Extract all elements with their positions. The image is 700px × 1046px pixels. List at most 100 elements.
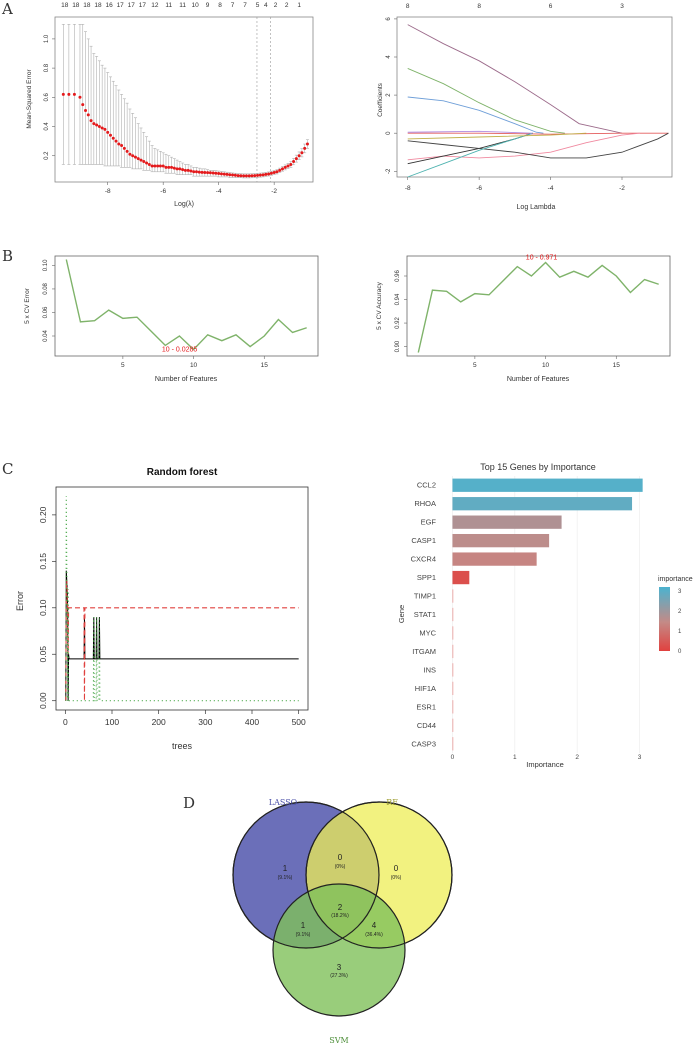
lasso-cv-ytick-label: 0.6 bbox=[44, 92, 50, 101]
lasso-cv-xtick-label: -8 bbox=[105, 188, 111, 195]
lasso-cv-point bbox=[280, 167, 284, 171]
lasso-coef-xtick-label: -6 bbox=[476, 185, 482, 192]
panel-label-a: A bbox=[1, 0, 13, 18]
rf-importance-bar bbox=[452, 607, 454, 622]
rf-importance-xtick-label: 1 bbox=[513, 754, 517, 761]
lasso-cv-point bbox=[92, 122, 96, 126]
lasso-cv-point bbox=[256, 173, 260, 177]
rf-error-series bbox=[65, 496, 299, 702]
rf-importance-gene-label: CCL2 bbox=[417, 481, 436, 490]
lasso-cv-point bbox=[189, 169, 193, 173]
lasso-cv-point bbox=[156, 164, 160, 168]
lasso-cv-point bbox=[292, 160, 296, 164]
lasso-cv-point bbox=[206, 171, 210, 175]
svm-error-ytick-label: 0.08 bbox=[43, 282, 49, 294]
lasso-cv-point bbox=[250, 174, 254, 178]
rf-error-ylabel: Error bbox=[15, 591, 25, 611]
svm-error-annotation: 10 - 0.0285 bbox=[162, 347, 198, 354]
svm-accuracy-line bbox=[417, 261, 659, 353]
lasso-coef-path bbox=[407, 130, 533, 134]
rf-error-series bbox=[65, 570, 299, 701]
lasso-cv-point bbox=[133, 155, 137, 159]
lasso-cv-top-label: 5 bbox=[256, 2, 260, 9]
lasso-cv-point bbox=[228, 173, 232, 177]
lasso-coef-path bbox=[407, 132, 640, 161]
lasso-cv-ylabel: Mean-Squared Error bbox=[26, 69, 33, 129]
venn-lasso-only-pct: (9.1%) bbox=[278, 875, 293, 881]
rf-importance-bar bbox=[452, 515, 562, 529]
svm-error-line bbox=[65, 259, 307, 351]
lasso-coef-plot: -8 -6 -4 -2 -2 0 2 4 6 8 8 6 3 Log Lambda Coeffici… bbox=[377, 3, 673, 211]
lasso-coef-xtick-label: -8 bbox=[405, 185, 411, 192]
lasso-cv-top-label: 18 bbox=[94, 2, 102, 9]
rf-importance-bar bbox=[452, 533, 550, 548]
lasso-cv-point bbox=[233, 173, 237, 177]
rf-importance-plot: Top 15 Genes by Importance CCL2 RHOA EGF CA… bbox=[397, 462, 693, 769]
rf-error-ytick-label: 0.10 bbox=[38, 599, 48, 616]
importance-legend-tick: 2 bbox=[678, 609, 682, 615]
rf-importance-gene-label: SPP1 bbox=[417, 573, 436, 582]
rf-importance-gene-label: INS bbox=[423, 665, 436, 674]
lasso-cv-top-label: 7 bbox=[243, 2, 247, 9]
lasso-coef-path bbox=[407, 24, 623, 134]
rf-importance-bar bbox=[452, 718, 454, 732]
svm-accuracy-annotation: 10 - 0.971 bbox=[526, 254, 558, 261]
rf-importance-gene-label: RHOA bbox=[414, 499, 436, 508]
lasso-cv-top-label: 17 bbox=[128, 2, 136, 9]
lasso-cv-point bbox=[128, 152, 132, 156]
rf-error-plot: Random forest 0 100 200 300 400 500 0.00 0.05 0… bbox=[15, 467, 309, 751]
lasso-coef-top-label: 8 bbox=[477, 3, 481, 10]
lasso-cv-ytick-label: 0.8 bbox=[44, 63, 50, 72]
lasso-cv-top-label: 11 bbox=[165, 2, 172, 9]
venn-lasso-svm-count: 1 bbox=[301, 921, 306, 930]
lasso-cv-point bbox=[153, 164, 157, 168]
svm-error-xtick-label: 15 bbox=[261, 362, 269, 369]
svm-accuracy-plot: 5 10 15 0.90 0.92 0.94 0.96 10 - 0.971 Number… bbox=[376, 254, 671, 383]
lasso-coef-xtick-label: -4 bbox=[548, 185, 554, 192]
rf-error-xlabel: trees bbox=[172, 741, 193, 751]
lasso-cv-point bbox=[222, 172, 226, 176]
lasso-cv-point bbox=[72, 92, 76, 96]
lasso-cv-point bbox=[150, 164, 154, 168]
lasso-cv-point bbox=[108, 133, 112, 137]
rf-importance-gene-label: CXCR4 bbox=[411, 555, 436, 564]
rf-importance-bar bbox=[452, 681, 454, 696]
rf-error-xtick-label: 500 bbox=[292, 717, 306, 727]
lasso-cv-top-label: 4 bbox=[264, 2, 268, 9]
lasso-cv-point bbox=[89, 119, 93, 123]
lasso-cv-point bbox=[122, 146, 126, 150]
rf-importance-xtick-label: 0 bbox=[451, 754, 455, 761]
lasso-cv-top-label: 16 bbox=[105, 2, 113, 9]
panel-label-c: C bbox=[2, 460, 13, 478]
rf-importance-gene-label: HIF1A bbox=[415, 684, 436, 693]
lasso-cv-point bbox=[131, 154, 135, 158]
lasso-cv-point bbox=[86, 113, 90, 117]
lasso-coef-top-label: 8 bbox=[406, 3, 410, 10]
venn-lasso-rf-count: 0 bbox=[338, 853, 343, 862]
lasso-cv-point bbox=[253, 174, 257, 178]
lasso-cv-point bbox=[197, 170, 201, 174]
lasso-cv-point bbox=[258, 173, 262, 177]
venn-all-count: 2 bbox=[338, 903, 343, 912]
lasso-cv-point bbox=[300, 151, 304, 155]
rf-importance-gene-label: TIMP1 bbox=[414, 592, 436, 601]
lasso-cv-top-label: 18 bbox=[83, 2, 91, 9]
lasso-cv-point bbox=[136, 157, 140, 161]
lasso-cv-point bbox=[286, 164, 290, 168]
rf-importance-gene-label: CASP1 bbox=[411, 536, 436, 545]
lasso-cv-point bbox=[261, 173, 265, 177]
lasso-cv-point bbox=[289, 162, 293, 166]
importance-legend-tick: 3 bbox=[678, 589, 682, 595]
panel-label-b: B bbox=[2, 247, 13, 265]
lasso-cv-xtick-label: -2 bbox=[271, 188, 277, 195]
lasso-coef-path bbox=[407, 132, 587, 140]
lasso-cv-point bbox=[219, 172, 223, 176]
venn-svm-only-pct: (27.3%) bbox=[330, 973, 348, 979]
rf-importance-bar bbox=[452, 737, 454, 751]
importance-legend-title: importance bbox=[658, 576, 693, 583]
lasso-coef-path bbox=[407, 96, 544, 134]
lasso-cv-point bbox=[67, 92, 71, 96]
lasso-cv-point bbox=[178, 167, 182, 171]
lasso-coef-path bbox=[407, 132, 533, 178]
lasso-cv-point bbox=[100, 126, 104, 130]
